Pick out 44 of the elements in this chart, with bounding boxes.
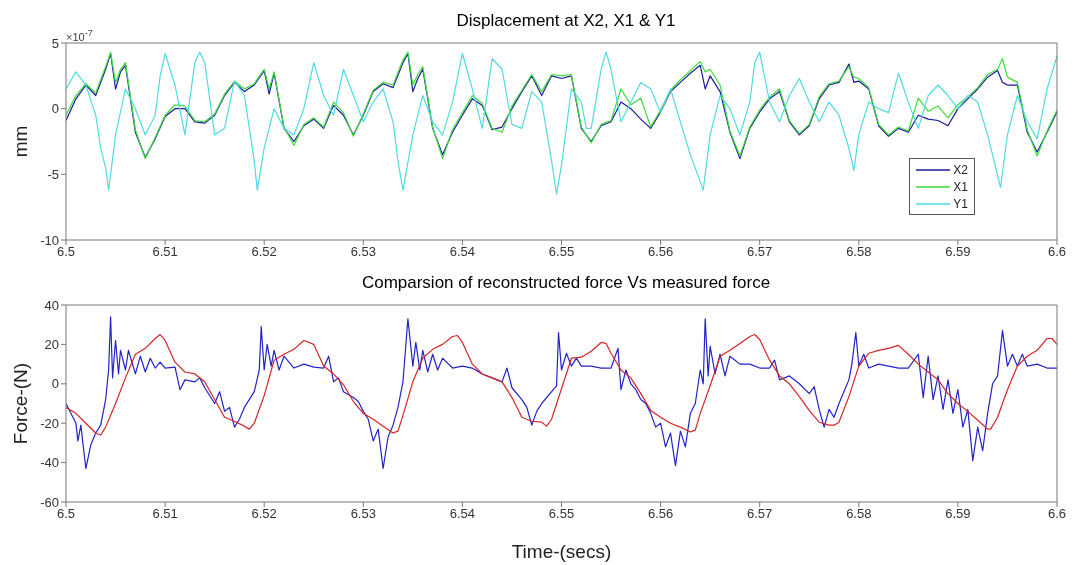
x-tick-label: 6.5 (56, 506, 76, 522)
y-tick-label: -5 (47, 166, 59, 182)
y-tick-label: -60 (40, 494, 59, 510)
x-tick-label: 6.57 (747, 506, 773, 522)
x-tick-label: 6.6 (1047, 506, 1067, 522)
x-tick-label: 6.52 (251, 506, 277, 522)
x-tick-label: 6.51 (152, 244, 178, 260)
x-tick-label: 6.51 (152, 506, 178, 522)
text: ×10$^{-7}$ (66, 28, 93, 43)
y-tick-label: 0 (51, 376, 59, 392)
legend-label: X1 (953, 179, 968, 194)
x-tick-label: 6.55 (548, 244, 575, 260)
x-tick-label: 6.57 (747, 244, 773, 260)
y-tick-label: 40 (44, 297, 59, 313)
y-tick-label: -20 (40, 415, 59, 431)
y-tick-label: 0 (51, 101, 59, 117)
x-tick-label: 6.56 (647, 244, 674, 260)
x-tick-label: 6.59 (945, 506, 971, 522)
x-tick-label: 6.52 (251, 244, 277, 260)
chart-title: Comparsion of reconstructed force Vs measured force (360, 272, 772, 294)
x-axis-title: Time-(secs) (511, 541, 612, 562)
chart-title: Displacement at X2, X1 & Y1 (456, 11, 676, 30)
x-tick-label: 6.54 (449, 506, 476, 522)
y-tick-label: -40 (40, 455, 59, 471)
x-tick-label: 6.6 (1047, 244, 1067, 260)
x-tick-label: 6.58 (846, 244, 872, 260)
x-tick-label: 6.58 (846, 506, 872, 522)
x-tick-label: 6.53 (350, 506, 376, 522)
x-tick-label: 6.59 (945, 244, 971, 260)
line-series (66, 51, 1057, 195)
x-tick-label: 6.55 (548, 506, 575, 522)
y-axis-title: mm (9, 125, 31, 158)
legend-label: X2 (953, 162, 968, 177)
line-series (66, 316, 1057, 470)
x-tick-label: 6.56 (647, 506, 674, 522)
y-tick-label: -10 (40, 232, 59, 248)
x-tick-label: 6.53 (350, 244, 376, 260)
y-axis-title: Force-(N) (9, 362, 31, 445)
y-tick-label: 20 (44, 337, 59, 353)
x-tick-label: 6.5 (56, 244, 76, 260)
y-tick-label: 5 (51, 35, 59, 51)
legend-label: Y1 (953, 196, 968, 211)
line-series (66, 333, 1057, 436)
x-tick-label: 6.54 (449, 244, 476, 260)
